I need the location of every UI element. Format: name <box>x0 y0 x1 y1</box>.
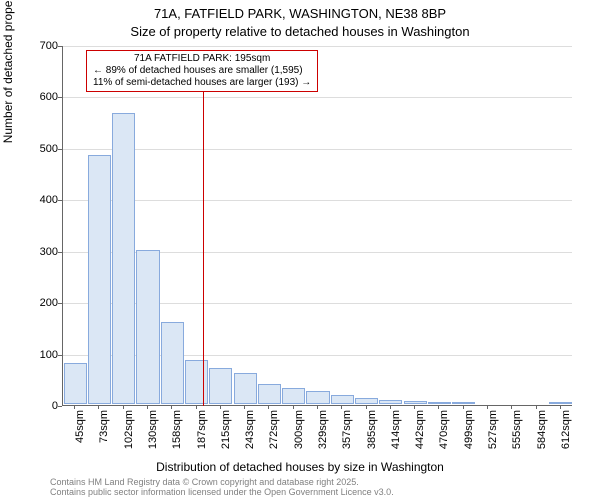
y-tick-mark <box>58 355 62 356</box>
x-tick-mark <box>196 405 197 409</box>
x-tick-label: 130sqm <box>147 410 159 460</box>
x-tick-label: 102sqm <box>123 410 135 460</box>
x-tick-label: 272sqm <box>268 410 280 460</box>
gridline <box>63 149 572 150</box>
x-tick-mark <box>341 405 342 409</box>
histogram-bar <box>161 322 184 404</box>
x-tick-mark <box>390 405 391 409</box>
histogram-bar <box>185 360 208 404</box>
x-tick-label: 45sqm <box>74 410 86 460</box>
y-tick-mark <box>58 252 62 253</box>
x-tick-label: 527sqm <box>487 410 499 460</box>
histogram-bar <box>234 373 257 404</box>
x-tick-mark <box>317 405 318 409</box>
chart-subtitle: Size of property relative to detached ho… <box>0 24 600 39</box>
histogram-bar <box>282 388 305 404</box>
histogram-bar <box>379 400 402 404</box>
annotation-line-3: 11% of semi-detached houses are larger (… <box>93 77 311 89</box>
x-tick-mark <box>74 405 75 409</box>
y-tick-mark <box>58 303 62 304</box>
x-tick-label: 187sqm <box>196 410 208 460</box>
x-tick-mark <box>438 405 439 409</box>
chart-container: 71A, FATFIELD PARK, WASHINGTON, NE38 8BP… <box>0 0 600 500</box>
attribution-line-2: Contains public sector information licen… <box>50 488 394 498</box>
x-tick-mark <box>536 405 537 409</box>
histogram-bar <box>112 113 135 404</box>
x-tick-mark <box>560 405 561 409</box>
histogram-bar <box>258 384 281 404</box>
y-tick-mark <box>58 97 62 98</box>
x-tick-mark <box>366 405 367 409</box>
y-tick-label: 600 <box>30 91 58 103</box>
x-tick-label: 73sqm <box>98 410 110 460</box>
x-tick-label: 215sqm <box>220 410 232 460</box>
annotation-line-2: ← 89% of detached houses are smaller (1,… <box>93 65 311 77</box>
histogram-bar <box>306 391 329 404</box>
x-tick-mark <box>268 405 269 409</box>
histogram-bar <box>136 250 159 404</box>
attribution: Contains HM Land Registry data © Crown c… <box>50 478 394 498</box>
histogram-bar <box>88 155 111 404</box>
x-tick-mark <box>171 405 172 409</box>
x-tick-label: 243sqm <box>244 410 256 460</box>
x-tick-label: 555sqm <box>511 410 523 460</box>
y-tick-label: 100 <box>30 349 58 361</box>
x-tick-label: 300sqm <box>293 410 305 460</box>
y-tick-label: 400 <box>30 194 58 206</box>
x-tick-mark <box>244 405 245 409</box>
x-tick-label: 414sqm <box>390 410 402 460</box>
x-tick-label: 584sqm <box>536 410 548 460</box>
x-tick-label: 612sqm <box>560 410 572 460</box>
y-tick-label: 700 <box>30 40 58 52</box>
histogram-bar <box>404 401 427 404</box>
x-tick-mark <box>98 405 99 409</box>
y-tick-label: 500 <box>30 143 58 155</box>
x-tick-label: 470sqm <box>438 410 450 460</box>
y-tick-mark <box>58 46 62 47</box>
y-tick-mark <box>58 406 62 407</box>
x-tick-mark <box>463 405 464 409</box>
histogram-bar <box>428 402 451 404</box>
gridline <box>63 46 572 47</box>
x-axis-label: Distribution of detached houses by size … <box>0 460 600 474</box>
x-tick-mark <box>147 405 148 409</box>
annotation-box: 71A FATFIELD PARK: 195sqm ← 89% of detac… <box>86 50 318 92</box>
x-tick-label: 385sqm <box>366 410 378 460</box>
histogram-bar <box>549 402 572 404</box>
x-tick-mark <box>511 405 512 409</box>
histogram-bar <box>331 395 354 404</box>
histogram-bar <box>64 363 87 404</box>
x-tick-mark <box>293 405 294 409</box>
y-tick-mark <box>58 200 62 201</box>
histogram-bar <box>452 402 475 404</box>
y-tick-label: 200 <box>30 297 58 309</box>
histogram-bar <box>355 398 378 404</box>
plot-area <box>62 46 572 406</box>
x-tick-label: 329sqm <box>317 410 329 460</box>
x-tick-mark <box>123 405 124 409</box>
x-tick-mark <box>220 405 221 409</box>
y-axis-label: Number of detached properties <box>1 0 15 143</box>
x-tick-label: 158sqm <box>171 410 183 460</box>
y-tick-label: 300 <box>30 246 58 258</box>
histogram-bar <box>209 368 232 404</box>
gridline <box>63 200 572 201</box>
x-tick-mark <box>414 405 415 409</box>
x-tick-label: 357sqm <box>341 410 353 460</box>
y-tick-mark <box>58 149 62 150</box>
marker-line <box>203 92 204 406</box>
annotation-line-1: 71A FATFIELD PARK: 195sqm <box>93 53 311 65</box>
x-tick-mark <box>487 405 488 409</box>
x-tick-label: 442sqm <box>414 410 426 460</box>
y-tick-label: 0 <box>30 400 58 412</box>
chart-title: 71A, FATFIELD PARK, WASHINGTON, NE38 8BP <box>0 6 600 21</box>
x-tick-label: 499sqm <box>463 410 475 460</box>
gridline <box>63 97 572 98</box>
